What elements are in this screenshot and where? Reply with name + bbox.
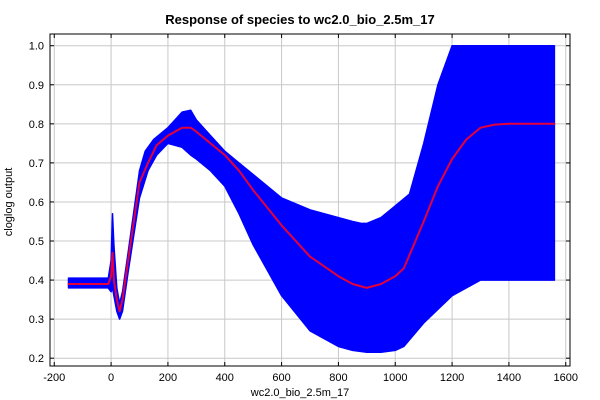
y-tick-label: 0.6: [29, 197, 44, 209]
y-tick-label: 1.0: [29, 41, 44, 53]
x-tick-label: 600: [272, 372, 290, 384]
x-axis-ticks: -200 0 200 400 600 800 1000 1200 1400 1600: [43, 34, 578, 384]
y-tick-label: 0.2: [29, 353, 44, 365]
mean-response-line-group: [67, 122, 556, 313]
y-tick-label: 0.8: [29, 119, 44, 131]
y-tick-label: 0.7: [29, 158, 44, 170]
x-tick-label: 200: [159, 372, 177, 384]
x-tick-label: -200: [43, 372, 65, 384]
x-tick-label: 800: [329, 372, 347, 384]
chart-title: Response of species to wc2.0_bio_2.5m_17: [165, 12, 435, 27]
x-axis-label: wc2.0_bio_2.5m_17: [250, 387, 349, 399]
x-tick-label: 1000: [383, 372, 407, 384]
mean-response-line: [67, 122, 556, 313]
x-tick-label: 0: [108, 372, 114, 384]
plot-frame: [49, 33, 571, 367]
y-axis-ticks: 0.2 0.3 0.4 0.5 0.6 0.7 0.8 0.9 1.0: [29, 41, 570, 365]
x-tick-label: 1400: [497, 372, 521, 384]
x-tick-label: 1200: [440, 372, 464, 384]
y-tick-label: 0.3: [29, 314, 44, 326]
confidence-band: [67, 44, 556, 354]
y-tick-label: 0.9: [29, 80, 44, 92]
y-tick-label: 0.4: [29, 275, 44, 287]
y-tick-label: 0.5: [29, 236, 44, 248]
confidence-band-area: [67, 44, 556, 354]
y-axis-label: cloglog output: [3, 168, 15, 237]
x-tick-label: 400: [216, 372, 234, 384]
x-tick-label: 1600: [553, 372, 577, 384]
